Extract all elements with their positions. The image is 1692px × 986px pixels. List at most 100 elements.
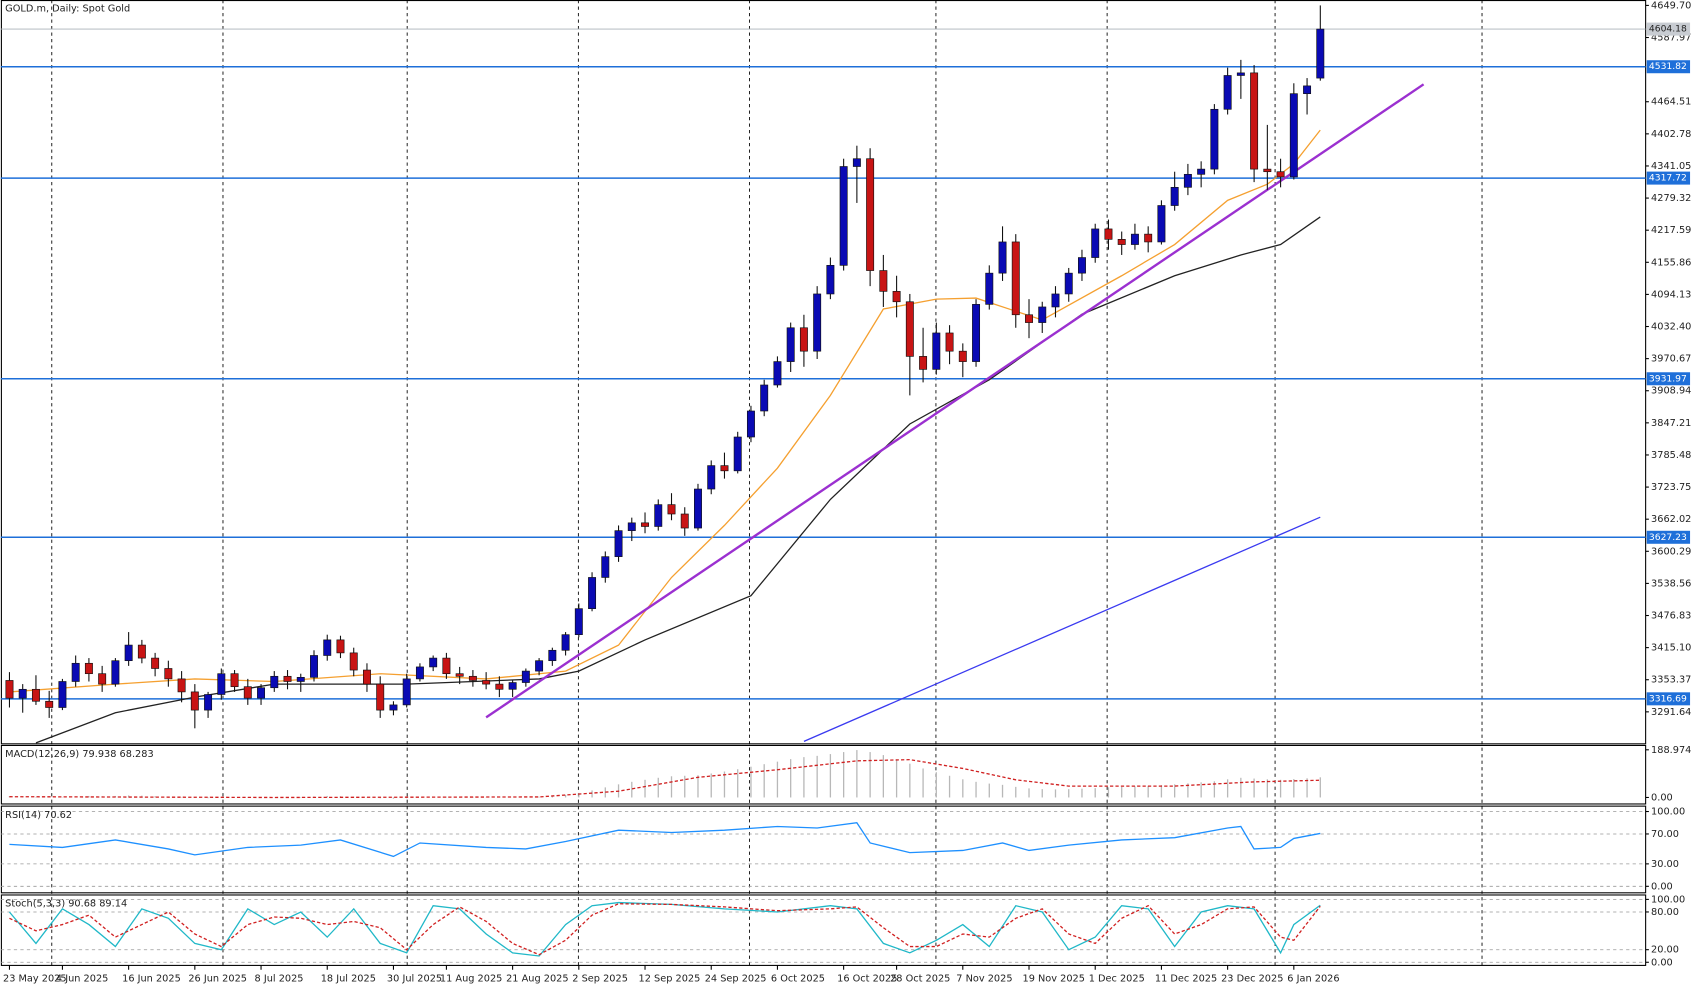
y-tick-label: 3600.29: [1651, 546, 1691, 557]
y-tick-label: 4094.13: [1651, 289, 1691, 300]
macd-panel: [0, 744, 1647, 805]
candle-body: [985, 272, 994, 305]
indicator-line: [803, 516, 1321, 742]
y-tick-label: 0.00: [1651, 957, 1673, 968]
current-price-label: 4604.18: [1649, 24, 1687, 35]
candle-body: [84, 662, 93, 675]
x-tick-label: 23 Dec 2025: [1221, 973, 1283, 984]
candle-body: [468, 675, 477, 681]
y-tick-label: 3538.56: [1651, 578, 1691, 589]
candle-body: [376, 683, 385, 711]
y-tick-label: 4341.05: [1651, 161, 1691, 172]
candle-body: [1078, 257, 1086, 274]
candle-body: [58, 681, 67, 708]
level-label: 3627.23: [1649, 532, 1687, 543]
x-tick-label: 16 Oct 2025: [837, 973, 897, 984]
level-label: 4317.72: [1649, 173, 1687, 184]
candle-body: [336, 639, 345, 654]
candle-body: [892, 291, 901, 303]
indicator-line: [9, 759, 1321, 799]
candle-body: [190, 691, 199, 711]
current-price-box: [1646, 22, 1691, 36]
candle-body: [270, 675, 279, 689]
level-label-box: [1646, 372, 1691, 386]
y-tick-label: 4217.59: [1651, 225, 1691, 236]
candle-body: [230, 673, 239, 688]
y-tick-label: 3662.02: [1651, 514, 1691, 525]
candle-body: [1117, 239, 1126, 245]
indicator-line: [9, 822, 1321, 858]
y-tick-label: 100.00: [1651, 807, 1685, 818]
candle-body: [1104, 228, 1113, 240]
y-tick-label: 4279.32: [1651, 193, 1691, 204]
level-label-box: [1646, 60, 1691, 74]
candle-body: [323, 639, 332, 656]
y-tick-label: 4032.40: [1651, 322, 1691, 333]
x-tick-label: 12 Sep 2025: [639, 973, 701, 984]
level-label: 3931.97: [1649, 373, 1687, 384]
candle-body: [852, 158, 861, 167]
candle-body: [257, 687, 266, 699]
candle-body: [641, 522, 649, 527]
candle-body: [1091, 228, 1100, 258]
x-tick-label: 6 Jan 2026: [1287, 973, 1339, 984]
candle-body: [1170, 186, 1179, 206]
candle-body: [548, 649, 557, 662]
candle-body: [760, 384, 769, 412]
candle-body: [217, 673, 226, 695]
candle-body: [482, 680, 491, 685]
indicator-line: [9, 129, 1321, 693]
candle-body: [945, 332, 954, 352]
x-tick-label: 16 Jun 2025: [122, 973, 181, 984]
candle-body: [1250, 72, 1259, 170]
candle-body: [1197, 168, 1206, 175]
y-tick-label: 100.00: [1651, 894, 1685, 905]
candle-body: [1038, 306, 1047, 323]
candle-body: [1316, 28, 1325, 79]
candle-body: [177, 678, 186, 693]
candle-body: [5, 680, 14, 699]
candle-body: [799, 327, 808, 352]
y-tick-label: 4402.78: [1651, 129, 1691, 140]
candle-body: [680, 513, 689, 529]
x-tick-label: 19 Nov 2025: [1023, 973, 1085, 984]
candle-body: [919, 356, 928, 370]
candle-body: [627, 522, 636, 531]
candle-body: [151, 657, 160, 669]
y-tick-label: 70.00: [1651, 829, 1679, 840]
candle-body: [243, 686, 252, 699]
candle-body: [1064, 272, 1073, 295]
candle-body: [18, 688, 27, 699]
candle-body: [283, 675, 292, 682]
candle-body: [561, 634, 570, 651]
x-tick-label: 23 May 2025: [3, 973, 67, 984]
candle-body: [1183, 173, 1192, 188]
candle-body: [45, 700, 54, 708]
x-tick-label: 8 Jul 2025: [255, 973, 304, 984]
level-label-box: [1646, 171, 1691, 185]
candle-body: [429, 657, 438, 668]
candle-body: [932, 332, 941, 370]
candle-body: [98, 673, 107, 685]
x-tick-label: 7 Nov 2025: [956, 973, 1012, 984]
candle-body: [746, 410, 755, 438]
candle-body: [707, 465, 716, 490]
candle-body: [786, 327, 795, 362]
y-tick-label: 3785.48: [1651, 450, 1691, 461]
candle-body: [733, 436, 742, 472]
candle-body: [124, 644, 133, 662]
candle-body: [535, 660, 544, 672]
candle-body: [137, 644, 146, 659]
y-tick-label: 4649.70: [1651, 0, 1691, 11]
y-tick-label: 20.00: [1651, 945, 1679, 956]
x-tick-label: 30 Jul 2025: [387, 973, 442, 984]
candle-body: [71, 662, 80, 682]
panel-title: MACD(12,26,9) 79.938 68.283: [5, 749, 153, 760]
y-tick-label: 0.00: [1651, 881, 1673, 892]
candle-body: [1223, 75, 1232, 110]
candle-body: [310, 655, 318, 678]
x-tick-label: 4 Jun 2025: [56, 973, 108, 984]
candle-body: [1025, 314, 1033, 323]
indicator-line: [8, 901, 1321, 957]
